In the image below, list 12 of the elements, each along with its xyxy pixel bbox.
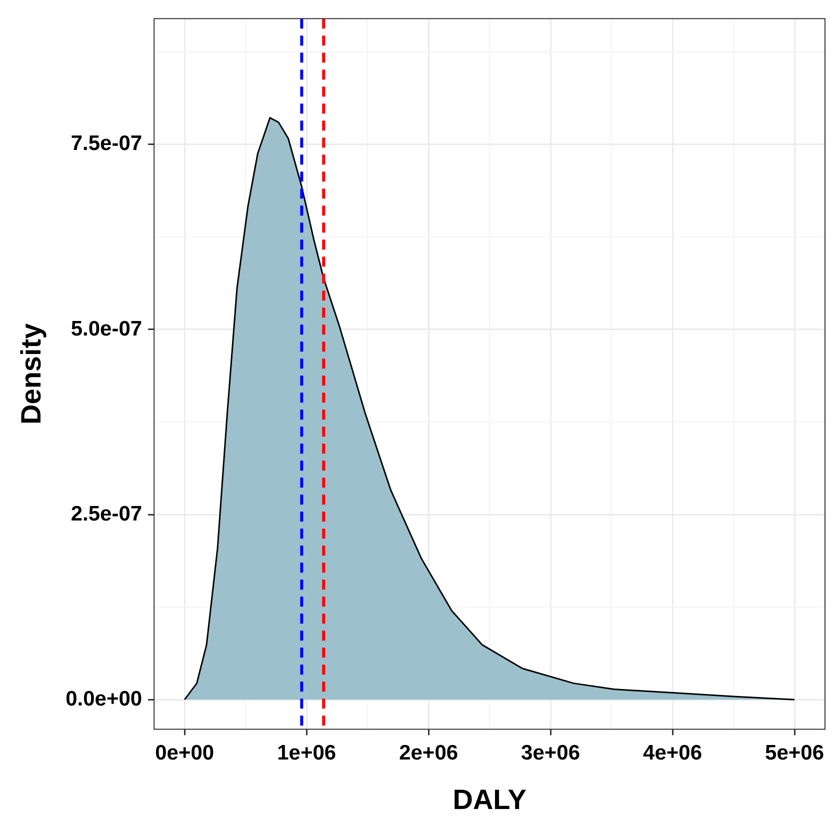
x-tick-label: 0e+00: [155, 742, 214, 765]
x-tick-label: 3e+06: [521, 742, 580, 765]
y-tick-label: 7.5e-07: [70, 132, 142, 156]
x-tick-label: 1e+06: [277, 742, 336, 765]
y-tick-label: 0.0e+00: [66, 687, 142, 710]
x-tick-label: 2e+06: [399, 742, 458, 765]
y-tick-label: 5.0e-07: [70, 317, 142, 340]
x-tick-label: 4e+06: [643, 742, 702, 765]
y-tick-label: 2.5e-07: [70, 502, 142, 526]
x-axis-title: DALY: [452, 784, 527, 815]
x-tick-label: 5e+06: [765, 742, 824, 765]
y-axis-title: Density: [16, 322, 47, 424]
